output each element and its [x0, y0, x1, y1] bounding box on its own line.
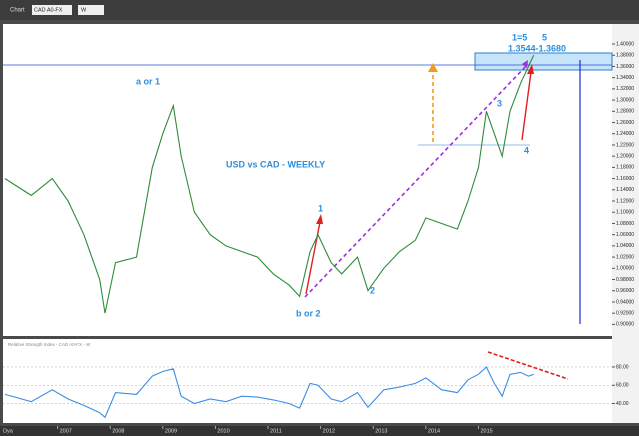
y-tick-label: 1.16000 [616, 176, 634, 182]
toolbar [0, 0, 639, 20]
price-axis [612, 24, 639, 423]
annotation: USD vs CAD - WEEKLY [226, 159, 325, 169]
y-tick-label: 0.90000 [616, 322, 634, 328]
price-line [4, 54, 535, 314]
y-tick-label: 1.32000 [616, 86, 634, 92]
trend-line [304, 63, 529, 298]
x-tick-label: 2015 [480, 428, 492, 434]
annotation: 1.3544-1.3680 [508, 43, 566, 53]
x-tick-label: 2011 [270, 428, 282, 434]
interval-box[interactable] [78, 5, 104, 15]
annotation: 5 [542, 32, 547, 42]
y-tick-label: 1.10000 [616, 210, 634, 216]
y-tick-label: 1.00000 [616, 266, 634, 272]
y-tick-label: 0.98000 [616, 277, 634, 283]
y-tick-label: 1.26000 [616, 120, 634, 126]
wave-arrow [305, 221, 321, 295]
time-axis [0, 426, 639, 436]
wave-arrow [521, 71, 532, 141]
y-tick-label: 1.28000 [616, 109, 634, 115]
toolbar-title: Chart [10, 8, 25, 14]
x-tick-label: 2008 [112, 428, 124, 434]
y-tick-label: 1.34000 [616, 75, 634, 81]
y-tick-label: 0.94000 [616, 299, 634, 305]
annotation: 1 [318, 203, 323, 213]
footer-label: Dya [3, 428, 14, 434]
arrow-head [522, 60, 528, 68]
price-line [4, 366, 534, 419]
x-tick-label: 2009 [165, 428, 177, 434]
y-tick-label: 1.02000 [616, 254, 634, 260]
interval[interactable]: W [81, 7, 87, 13]
y-tick-label: 1.24000 [616, 131, 634, 137]
y-tick-label: 1.38000 [616, 53, 634, 59]
rsi-pane [3, 339, 612, 423]
symbol-box[interactable] [32, 5, 72, 15]
arrow-head [527, 64, 534, 74]
annotation: 1=5 [512, 32, 527, 42]
y-tick-label: 1.40000 [616, 41, 634, 47]
divergence-line [487, 351, 569, 380]
y-tick-label: 60.00 [616, 383, 629, 389]
y-tick-label: 1.06000 [616, 232, 634, 238]
y-tick-label: 0.96000 [616, 288, 634, 294]
y-tick-label: 1.20000 [616, 153, 634, 159]
y-tick-label: 1.12000 [616, 198, 634, 204]
y-tick-label: 40.00 [616, 401, 629, 407]
y-tick-label: 0.92000 [616, 311, 634, 317]
x-tick-label: 2014 [428, 428, 440, 434]
arrow-head [316, 214, 323, 224]
y-tick-label: 1.04000 [616, 243, 634, 249]
y-tick-label: 1.36000 [616, 64, 634, 70]
annotation: 3 [497, 98, 502, 108]
y-tick-label: 1.22000 [616, 142, 634, 148]
y-tick-label: 1.30000 [616, 97, 634, 103]
y-tick-label: 1.18000 [616, 165, 634, 171]
annotation: b or 2 [296, 308, 321, 318]
target-zone [474, 52, 613, 71]
x-tick-label: 2012 [323, 428, 335, 434]
x-tick-label: 2010 [217, 428, 229, 434]
x-tick-label: 2013 [375, 428, 387, 434]
y-tick-label: 1.08000 [616, 221, 634, 227]
arrow-head [428, 63, 438, 72]
annotation: 4 [524, 145, 529, 155]
rsi-title: Relative Strength Index - CAD A0-FX - W [8, 342, 91, 347]
annotation: 2 [370, 285, 375, 295]
symbol[interactable]: CAD A0-FX [34, 7, 63, 13]
x-tick-label: 2007 [60, 428, 72, 434]
y-tick-label: 1.14000 [616, 187, 634, 193]
y-tick-label: 80.00 [616, 364, 629, 370]
annotation: a or 1 [136, 76, 160, 86]
